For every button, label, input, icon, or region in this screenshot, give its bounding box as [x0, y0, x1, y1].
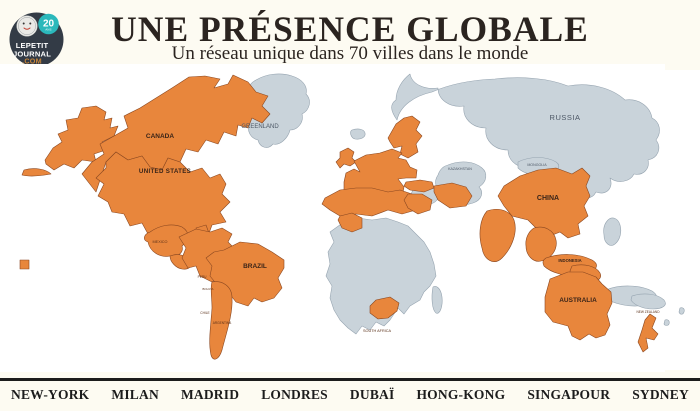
svg-text:GREENLAND: GREENLAND — [241, 124, 279, 130]
svg-text:MONGOLIA: MONGOLIA — [527, 163, 547, 167]
svg-text:SOUTH AFRICA: SOUTH AFRICA — [363, 329, 392, 333]
svg-text:ARGENTINA: ARGENTINA — [213, 321, 232, 325]
svg-text:AUSTRALIA: AUSTRALIA — [559, 297, 597, 304]
svg-text:RUSSIA: RUSSIA — [550, 113, 581, 122]
svg-text:NEW ZEALAND: NEW ZEALAND — [636, 310, 660, 314]
svg-text:BOLIVIA: BOLIVIA — [203, 287, 214, 291]
svg-text:KAZAKHSTAN: KAZAKHSTAN — [448, 167, 472, 171]
svg-text:INDONESIA: INDONESIA — [558, 258, 581, 263]
svg-text:CANADA: CANADA — [146, 133, 174, 140]
svg-text:ANS: ANS — [45, 28, 51, 32]
svg-text:PERU: PERU — [198, 275, 208, 279]
svg-text:BRAZIL: BRAZIL — [243, 263, 267, 270]
svg-text:MEXICO: MEXICO — [153, 240, 168, 244]
svg-text:CHILE: CHILE — [200, 311, 209, 315]
svg-text:UNITED STATES: UNITED STATES — [139, 168, 191, 175]
svg-text:CHINA: CHINA — [537, 195, 559, 202]
